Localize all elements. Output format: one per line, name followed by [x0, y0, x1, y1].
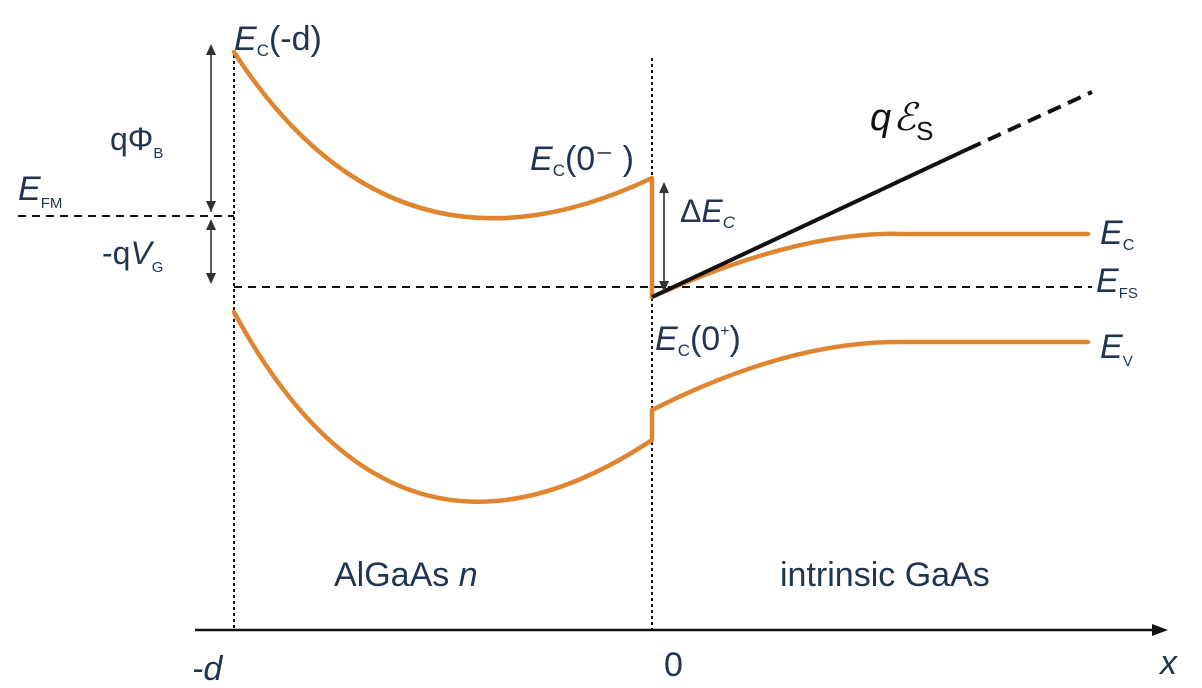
label-delta-ec: ΔEC — [680, 193, 736, 232]
phi-b-arrow — [206, 44, 216, 212]
valence-band-algaas — [231, 309, 655, 504]
conduction-band-algaas — [231, 49, 655, 300]
axis-label-x: x — [1158, 644, 1178, 682]
label-q-es: qℰS — [870, 97, 934, 146]
label-q-vg: -qVG — [102, 235, 163, 276]
vg-arrow — [206, 219, 216, 284]
valence-band-gaas — [649, 339, 1091, 413]
label-region-algaas: AlGaAs n — [334, 556, 478, 594]
surface-field-extension — [967, 90, 1093, 151]
surface-field-line — [651, 147, 969, 299]
x-axis-arrowhead — [1152, 624, 1168, 636]
axis-label-minus-d: -d — [192, 650, 223, 688]
axis-label-zero: 0 — [664, 646, 683, 684]
label-q-phi-b: qΦB — [110, 121, 163, 162]
delta-ec-arrow — [659, 182, 669, 292]
label-ec-0-plus: EC(0+) — [655, 320, 741, 360]
label-region-gaas: intrinsic GaAs — [780, 556, 990, 594]
label-ev-right: EV — [1100, 328, 1133, 370]
label-e-fm: EFM — [18, 170, 62, 212]
label-ec-right: EC — [1100, 214, 1134, 254]
label-ec-0-minus: EC(0⁻ ) — [530, 140, 634, 180]
label-ec-minus-d: EC(-d) — [234, 20, 322, 60]
label-efs: EFS — [1096, 262, 1138, 302]
